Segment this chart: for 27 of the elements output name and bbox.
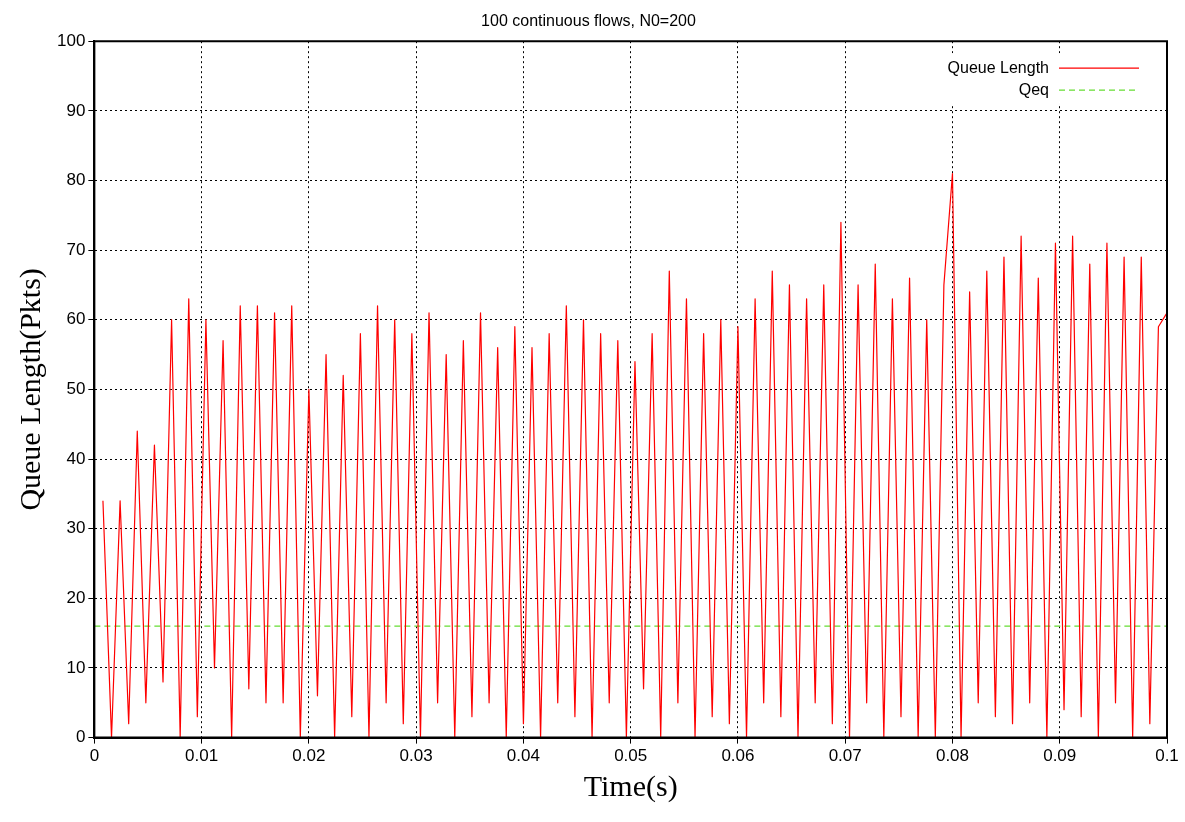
x-tick-label: 0.03 [399,746,433,766]
y-axis-title: Queue Length(Pkts) [12,268,47,511]
legend-label: Queue Length [947,58,1049,76]
x-tick-label: 0.01 [185,746,219,766]
x-tick-label: 0.05 [614,746,648,766]
y-tick-label: 50 [66,379,86,399]
y-tick-label: 80 [66,170,86,190]
legend-label: Qeq [1018,80,1049,98]
x-tick-label: 0.04 [506,746,540,766]
x-tick-label: 0 [89,746,100,766]
chart-title: 100 continuous flows, N0=200 [481,12,697,30]
x-tick-label: 0.07 [828,746,862,766]
x-tick-label: 0.06 [721,746,755,766]
y-tick-label: 0 [75,727,86,747]
y-tick-label: 20 [66,588,86,608]
x-tick-label: 0.08 [935,746,970,766]
y-tick-label: 60 [66,309,86,329]
y-tick-label: 100 [56,30,86,50]
x-tick-label: 0.1 [1155,746,1179,766]
x-tick-label: 0.09 [1043,746,1077,766]
y-tick-label: 90 [66,100,86,120]
x-tick-label: 0.02 [292,746,326,766]
y-tick-label: 70 [66,239,86,259]
x-axis-title: Time(s) [583,768,678,803]
y-tick-label: 40 [66,448,86,468]
y-tick-label: 10 [66,657,86,677]
y-tick-label: 30 [66,518,86,538]
